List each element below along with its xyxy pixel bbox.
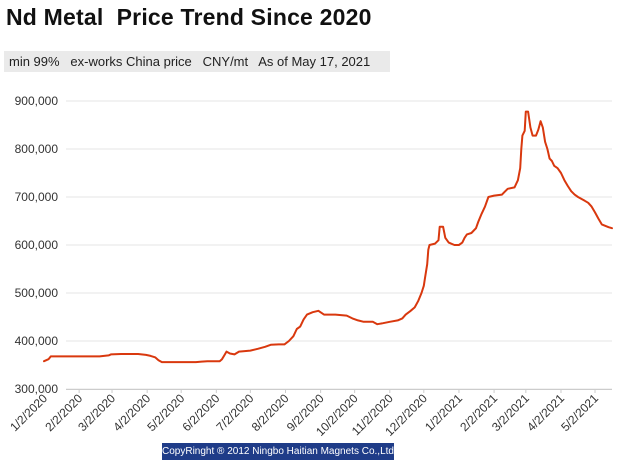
x-tick-label: 1/2/2021 bbox=[422, 391, 465, 434]
series-line bbox=[43, 110, 613, 364]
chart-subtitle: min 99% ex-works China price CNY/mt As o… bbox=[4, 51, 390, 72]
y-tick-label: 800,000 bbox=[15, 142, 59, 156]
x-tick-label: 3/2/2020 bbox=[75, 391, 118, 434]
y-tick-label: 600,000 bbox=[15, 238, 59, 252]
x-axis-ticks: 1/2/20202/2/20203/2/20204/2/20205/2/2020… bbox=[7, 389, 601, 439]
x-tick-label: 8/2/2020 bbox=[249, 391, 292, 434]
grid-lines bbox=[66, 100, 612, 390]
x-tick-label: 5/2/2020 bbox=[144, 391, 187, 434]
y-tick-label: 500,000 bbox=[15, 286, 59, 300]
y-tick-label: 900,000 bbox=[15, 94, 59, 108]
copyright-banner: CopyRinght ® 2012 Ningbo Haitian Magnets… bbox=[162, 443, 394, 460]
y-tick-label: 700,000 bbox=[15, 190, 59, 204]
series-layer bbox=[43, 110, 613, 364]
y-tick-label: 300,000 bbox=[15, 382, 59, 396]
chart-title: Nd Metal Price Trend Since 2020 bbox=[6, 4, 372, 30]
x-tick-label: 1/2/2020 bbox=[7, 391, 50, 434]
y-axis-ticks: 300,000 400,000 500,000 600,000 700,000 800,0… bbox=[15, 94, 59, 396]
x-tick-label: 7/2/2020 bbox=[214, 391, 257, 434]
y-tick-label: 400,000 bbox=[15, 334, 59, 348]
x-tick-label: 5/2/2021 bbox=[558, 391, 601, 434]
